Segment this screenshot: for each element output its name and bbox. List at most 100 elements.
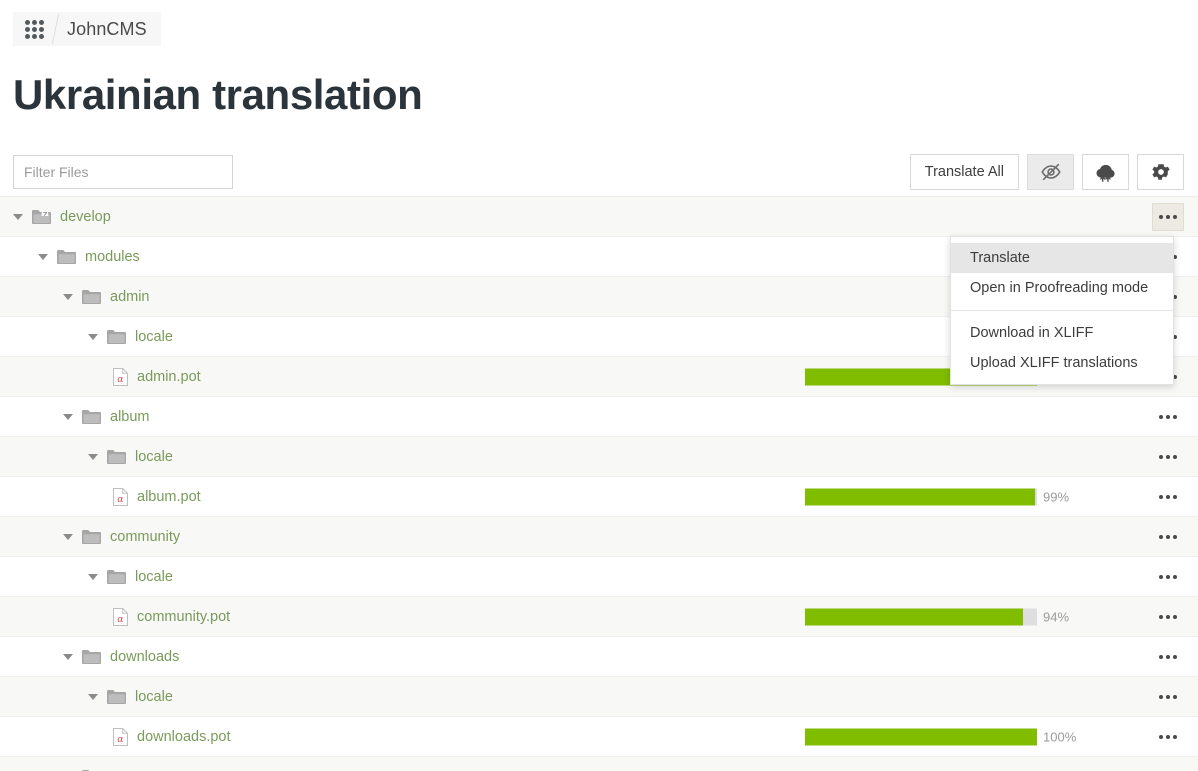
branch-folder-icon [32, 209, 51, 224]
folder-icon [57, 249, 76, 264]
translation-progress-bar [805, 728, 1037, 746]
pot-file-icon: α [113, 367, 128, 386]
pot-file-icon: α [113, 607, 128, 626]
tree-row-label-wrap: downloads [63, 649, 179, 665]
expand-collapse-caret-icon[interactable] [63, 293, 73, 300]
translation-progress-fill [805, 728, 1037, 746]
tree-row[interactable]: community [0, 517, 1198, 558]
tree-row-name: locale [135, 688, 173, 705]
tree-row-name: locale [135, 328, 173, 345]
folder-icon [107, 449, 126, 464]
brand-separator [51, 14, 60, 44]
page-title: Ukrainian translation [13, 71, 423, 118]
expand-collapse-caret-icon[interactable] [88, 453, 98, 460]
tree-row-label-wrap: modules [38, 249, 140, 265]
tree-row-name: develop [60, 208, 111, 225]
context-menu-item[interactable]: Download in XLIFF [970, 325, 1094, 341]
settings-button[interactable] [1137, 154, 1184, 191]
tree-row[interactable]: α album.pot 99% [0, 477, 1198, 518]
cloud-sync-button[interactable] [1082, 154, 1129, 191]
expand-collapse-caret-icon[interactable] [13, 213, 23, 220]
tree-row-label-wrap: admin [63, 289, 150, 305]
expand-collapse-caret-icon[interactable] [63, 653, 73, 660]
row-actions-menu-button[interactable] [1152, 683, 1184, 711]
tree-row[interactable]: locale [0, 437, 1198, 478]
tree-row-name: modules [85, 248, 140, 265]
tree-row-name: community.pot [137, 608, 231, 625]
pot-file-icon: α [113, 487, 128, 506]
row-actions-menu-button[interactable] [1152, 643, 1184, 671]
translation-progress-label: 94% [1043, 609, 1070, 625]
context-menu-item[interactable]: Upload XLIFF translations [970, 355, 1138, 371]
cloud-upload-download-icon [1094, 161, 1117, 184]
tree-row-label-wrap: α community.pot [113, 607, 231, 626]
translate-all-button[interactable]: Translate All [909, 154, 1019, 191]
row-actions-menu-button[interactable] [1152, 523, 1184, 551]
toolbar-actions: Translate All [909, 154, 1184, 191]
translation-progress-fill [805, 608, 1024, 626]
tree-row-name: downloads [110, 648, 180, 665]
tree-row-name: downloads.pot [137, 728, 231, 745]
context-menu-item[interactable]: Open in Proofreading mode [970, 280, 1149, 296]
folder-icon [107, 689, 126, 704]
row-actions-menu-button[interactable] [1152, 603, 1184, 631]
hide-completed-toggle[interactable] [1027, 154, 1074, 191]
tree-row-label-wrap: locale [88, 689, 173, 705]
row-actions-menu-button[interactable] [1152, 483, 1184, 511]
row-actions-menu-button[interactable] [1152, 723, 1184, 751]
tree-row-name: album [110, 408, 150, 425]
expand-collapse-caret-icon[interactable] [63, 413, 73, 420]
folder-icon [82, 289, 101, 304]
svg-text:α: α [117, 615, 123, 625]
pot-file-icon: α [113, 727, 128, 746]
translation-progress-fill [805, 488, 1035, 506]
brand-name[interactable]: JohnCMS [67, 18, 147, 39]
tree-row-label-wrap: community [63, 529, 180, 545]
tree-row-label-wrap: locale [88, 449, 173, 465]
toolbar: Translate All [0, 148, 1198, 196]
context-menu-item[interactable]: Translate [951, 243, 1173, 273]
expand-collapse-caret-icon[interactable] [63, 533, 73, 540]
expand-collapse-caret-icon[interactable] [88, 573, 98, 580]
folder-icon [107, 329, 126, 344]
tree-row[interactable]: α community.pot 94% [0, 597, 1198, 638]
context-menu-separator [951, 310, 1173, 311]
tree-row[interactable]: develop [0, 197, 1198, 238]
apps-grid-icon[interactable] [21, 18, 47, 40]
svg-text:α: α [117, 375, 123, 385]
expand-collapse-caret-icon[interactable] [38, 253, 48, 260]
expand-collapse-caret-icon[interactable] [88, 333, 98, 340]
tree-row[interactable]: locale [0, 557, 1198, 598]
translation-progress-label: 99% [1043, 489, 1070, 505]
gear-icon [1150, 161, 1172, 183]
row-actions-menu-button[interactable] [1152, 403, 1184, 431]
tree-row-label-wrap: develop [13, 209, 111, 225]
tree-row[interactable]: album [0, 397, 1198, 438]
folder-icon [82, 649, 101, 664]
expand-collapse-caret-icon[interactable] [88, 693, 98, 700]
tree-row[interactable] [0, 757, 1198, 771]
translation-progress-bar [805, 488, 1037, 506]
tree-row[interactable]: α downloads.pot 100% [0, 717, 1198, 758]
folder-icon [82, 409, 101, 424]
tree-row-name: admin [110, 288, 150, 305]
row-actions-menu-button[interactable] [1152, 563, 1184, 591]
filter-files-input[interactable] [13, 155, 233, 190]
folder-icon [82, 529, 101, 544]
brand-chip[interactable]: JohnCMS [13, 12, 161, 46]
folder-icon [107, 569, 126, 584]
row-context-menu: Translate Open in Proofreading mode Downlo… [950, 236, 1174, 385]
eye-slash-icon [1040, 161, 1062, 183]
row-actions-menu-button[interactable] [1152, 443, 1184, 471]
row-actions-menu-button[interactable] [1152, 202, 1184, 231]
tree-row[interactable]: downloads [0, 637, 1198, 678]
tree-row[interactable]: locale [0, 677, 1198, 718]
tree-row-label-wrap: locale [88, 569, 173, 585]
tree-row-name: admin.pot [137, 368, 201, 385]
tree-row-label-wrap: α downloads.pot [113, 727, 231, 746]
translation-progress-label: 100% [1043, 729, 1077, 745]
tree-row-name: locale [135, 568, 173, 585]
translation-progress-bar [805, 608, 1037, 626]
tree-row-label-wrap: α album.pot [113, 487, 201, 506]
tree-row-name: album.pot [137, 488, 201, 505]
